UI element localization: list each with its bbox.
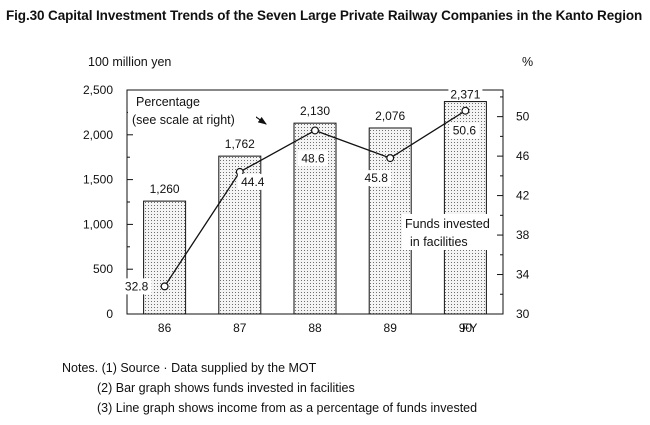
bar-label-backing <box>448 86 483 101</box>
line-label-backing <box>449 122 480 139</box>
right-axis-tick-label: 30 <box>516 307 530 321</box>
line-label-backing <box>237 173 268 190</box>
x-axis-tick-label: 87 <box>233 321 247 335</box>
right-axis-label: % <box>522 55 533 69</box>
left-axis-label: 100 million yen <box>88 55 171 69</box>
line-value-label: 45.8 <box>365 171 389 185</box>
left-axis-tick-label: 500 <box>93 262 113 276</box>
right-axis-tick-label: 46 <box>516 149 530 163</box>
percentage-point-fy89 <box>386 154 395 163</box>
bar-value-label: 1,762 <box>225 137 255 151</box>
bar-value-label: 2,076 <box>375 109 405 123</box>
bar-value-label: 2,371 <box>450 88 480 102</box>
line-value-label: 48.6 <box>301 151 325 165</box>
line-callout-text: Percentage <box>136 95 200 109</box>
bar-callout-text: in facilities <box>410 235 468 249</box>
bar-fy86 <box>143 200 187 315</box>
right-axis-tick-label: 50 <box>516 110 530 124</box>
left-axis-tick-label: 1,000 <box>83 217 113 231</box>
bar-callout-backing <box>402 214 492 250</box>
right-axis-tick-label: 34 <box>516 268 530 282</box>
x-axis-label: FY <box>462 321 477 335</box>
line-value-label: 50.6 <box>453 124 477 138</box>
x-axis-tick-label: 88 <box>308 321 322 335</box>
right-axis-tick-label: 38 <box>516 228 530 242</box>
note-line-1: Notes. (1) Source · Data supplied by the… <box>62 361 317 375</box>
line-value-label: 32.8 <box>125 279 149 293</box>
line-label-backing <box>121 278 152 295</box>
line-label-backing <box>361 170 392 187</box>
left-axis-tick-label: 0 <box>106 307 113 321</box>
note-line-3: (3) Line graph shows income from as a pe… <box>97 401 478 415</box>
right-axis-tick-label: 42 <box>516 189 530 203</box>
x-axis-tick-label: 86 <box>158 321 172 335</box>
line-callout-text: (see scale at right) <box>132 113 235 127</box>
line-value-label: 44.4 <box>241 175 265 189</box>
bar-value-label: 1,260 <box>150 182 180 196</box>
x-axis-tick-label: 90 <box>459 321 473 335</box>
percentage-point-fy88 <box>311 126 320 135</box>
line-callout-backing <box>128 92 256 128</box>
percentage-point-fy90 <box>461 106 470 115</box>
x-axis-tick-label: 89 <box>384 321 398 335</box>
percentage-point-fy86 <box>160 282 169 291</box>
figure-title: Fig.30 Capital Investment Trends of the … <box>6 8 643 23</box>
bar-callout-text: Funds invested <box>405 217 490 231</box>
bar-value-label: 2,130 <box>300 104 330 118</box>
chart-notes: Notes. (1) Source · Data supplied by the… <box>62 358 477 418</box>
chart-canvas: 0 500 1,000 1,500 2,000 2,500 30 34 38 42 46 50 100 … <box>83 55 533 335</box>
left-axis-tick-label: 2,000 <box>83 128 113 142</box>
left-axis-tick-label: 1,500 <box>83 173 113 187</box>
line-label-backing <box>298 150 328 167</box>
note-line-2: (2) Bar graph shows funds invested in fa… <box>97 381 355 395</box>
left-axis-tick-label: 2,500 <box>83 83 113 97</box>
